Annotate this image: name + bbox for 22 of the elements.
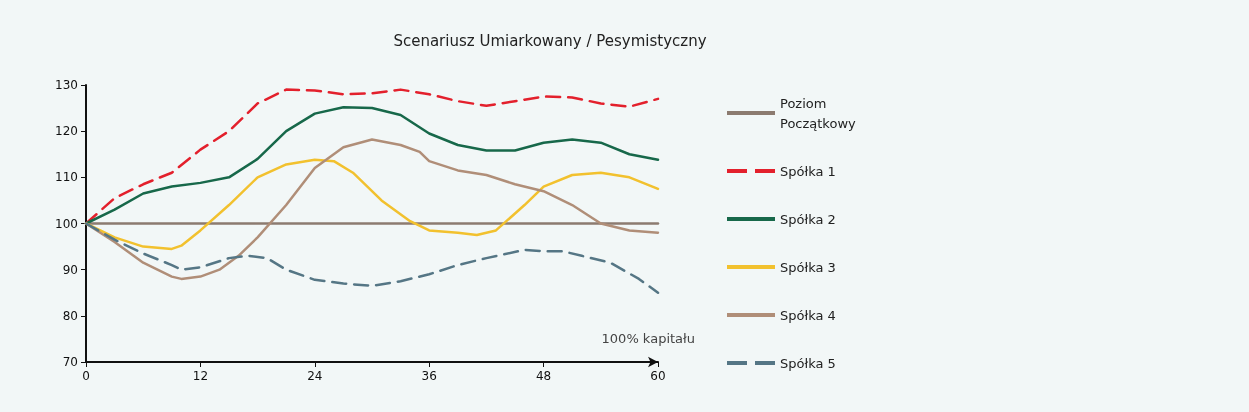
- legend-label: Spółka 2: [780, 211, 836, 227]
- y-tick-label: 70: [62, 355, 78, 369]
- x-tick-label: 24: [307, 369, 323, 383]
- annotation: 100% kapitału: [601, 331, 696, 346]
- y-tick-label: 100: [55, 216, 78, 231]
- y-tick-label: 110: [55, 170, 78, 185]
- legend-label: Poziom Początkowy: [780, 95, 857, 131]
- line-series: [84, 222, 660, 294]
- legend-label: Spółka 3: [780, 259, 836, 275]
- x-tick-label: 48: [535, 369, 552, 383]
- x-tick-label: 60: [650, 369, 666, 383]
- x-tick-label: 0: [82, 369, 90, 383]
- legend-label: Spółka 4: [780, 307, 836, 323]
- legend-label: Spółka 1: [780, 163, 836, 179]
- y-tick-label: 90: [62, 262, 78, 277]
- y-tick-label: 120: [55, 124, 78, 139]
- legend-label: Spółka 5: [780, 355, 836, 371]
- y-tick-label: 130: [55, 78, 78, 92]
- x-tick-label: 12: [192, 369, 209, 383]
- x-tick-label: 36: [421, 369, 437, 383]
- chart-title: Scenariusz Umiarkowany / Pesymistyczny: [393, 31, 707, 50]
- y-tick-label: 80: [62, 308, 78, 323]
